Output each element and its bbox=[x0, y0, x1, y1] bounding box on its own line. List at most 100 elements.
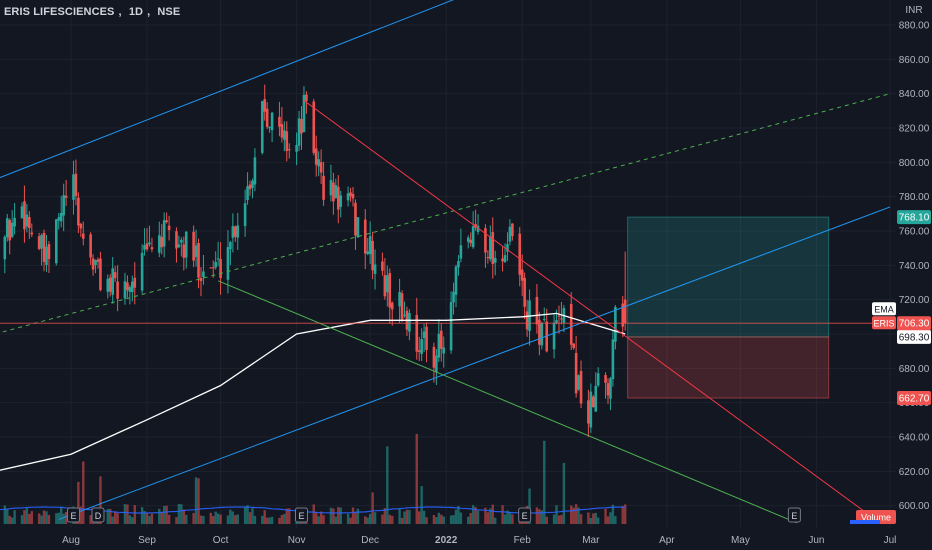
candle-body bbox=[484, 228, 487, 253]
y-tick-label: 820.00 bbox=[899, 124, 930, 135]
volume-label-text: Volume bbox=[861, 513, 891, 523]
event-marker[interactable] bbox=[295, 507, 309, 523]
candle-body bbox=[449, 302, 453, 351]
volume-bar bbox=[562, 462, 566, 524]
candle-body bbox=[523, 277, 526, 307]
resistance-trendline-line[interactable] bbox=[303, 100, 876, 520]
volume-bar bbox=[253, 515, 257, 524]
candle-body bbox=[557, 315, 561, 317]
volume-bar bbox=[381, 514, 384, 524]
candle-body bbox=[64, 195, 68, 198]
candle-body bbox=[400, 293, 404, 320]
entry-price-tag[interactable] bbox=[897, 329, 931, 344]
current-price-tag[interactable] bbox=[897, 316, 931, 331]
y-tick-label: 740.00 bbox=[899, 261, 930, 272]
volume-bar bbox=[165, 505, 168, 524]
volume-bar bbox=[123, 504, 127, 524]
volume-bar bbox=[508, 511, 512, 524]
candle-body bbox=[167, 225, 171, 231]
channel-mid-line[interactable] bbox=[0, 93, 891, 334]
volume-bar bbox=[457, 506, 460, 524]
volume-bar bbox=[604, 508, 607, 524]
volume-bar bbox=[489, 508, 492, 524]
candle-body bbox=[373, 264, 377, 274]
candle-body bbox=[8, 220, 12, 241]
candle-body bbox=[606, 383, 610, 396]
volume-bar bbox=[202, 516, 205, 524]
volume-bar bbox=[425, 517, 428, 524]
volume-bar bbox=[243, 506, 247, 524]
volume-bar bbox=[476, 510, 480, 524]
candle-body bbox=[511, 223, 514, 237]
candle-body bbox=[596, 373, 600, 386]
symbol-name: ERIS LIFESCIENCES bbox=[4, 6, 115, 18]
candle-body bbox=[20, 206, 24, 219]
event-marker[interactable] bbox=[787, 507, 801, 523]
candle-body bbox=[535, 296, 539, 325]
candle-body bbox=[116, 281, 119, 299]
volume-bar bbox=[150, 513, 154, 524]
candle-body bbox=[297, 118, 301, 146]
candle-body bbox=[356, 217, 360, 238]
volume-bar bbox=[484, 507, 487, 524]
candle-body bbox=[295, 144, 298, 152]
volume-bar bbox=[185, 514, 188, 524]
candle-body bbox=[175, 231, 178, 249]
x-tick-label: Apr bbox=[659, 535, 675, 546]
volume-bar bbox=[251, 507, 254, 524]
volume-bar bbox=[265, 517, 269, 524]
candle-body bbox=[81, 233, 85, 239]
volume-bar bbox=[199, 515, 203, 524]
target-price-tag[interactable] bbox=[897, 210, 931, 225]
symbol-legend-tag[interactable] bbox=[872, 316, 896, 330]
volume-bar bbox=[332, 508, 335, 524]
y-tick-label: 640.00 bbox=[899, 433, 930, 444]
volume-bar bbox=[400, 517, 404, 524]
volume-bar bbox=[109, 508, 112, 524]
channel-upper-line[interactable] bbox=[0, 0, 463, 180]
stop-price-tag[interactable] bbox=[897, 391, 931, 406]
volume-bar bbox=[415, 433, 418, 524]
candle-body bbox=[542, 318, 546, 320]
volume-bar bbox=[40, 515, 43, 524]
x-tick-label: Jul bbox=[884, 535, 897, 546]
ema-legend-tag[interactable] bbox=[872, 302, 896, 316]
support-trendline-line[interactable] bbox=[217, 280, 798, 524]
y-tick-label: 880.00 bbox=[899, 21, 930, 32]
candle-body bbox=[417, 350, 421, 352]
volume-bar bbox=[140, 507, 144, 524]
event-marker[interactable] bbox=[91, 507, 105, 523]
candle-body bbox=[609, 378, 612, 399]
x-tick-label: Feb bbox=[514, 535, 532, 546]
volume-bar bbox=[371, 492, 374, 524]
candle-body bbox=[131, 281, 134, 293]
volume-bar bbox=[160, 511, 163, 524]
candle-body bbox=[253, 157, 257, 185]
event-marker[interactable] bbox=[66, 507, 80, 523]
candle-body bbox=[552, 322, 556, 350]
channel-lower-line[interactable] bbox=[58, 206, 891, 520]
volume-bar bbox=[177, 504, 181, 524]
x-tick-label: 2022 bbox=[435, 535, 458, 546]
volume-bar bbox=[234, 515, 237, 524]
candle-body bbox=[23, 201, 26, 230]
candle-body bbox=[305, 94, 308, 101]
volume-bar bbox=[579, 514, 583, 524]
volume-bar bbox=[408, 509, 411, 524]
volume-bar bbox=[329, 507, 333, 524]
event-marker[interactable] bbox=[518, 507, 532, 523]
candle-body bbox=[123, 281, 127, 299]
volume-bar bbox=[197, 478, 200, 524]
volume-bar bbox=[383, 508, 387, 524]
candle-body bbox=[96, 259, 100, 262]
candle-body bbox=[538, 319, 541, 345]
volume-bar bbox=[231, 511, 235, 524]
candle-body bbox=[157, 235, 161, 253]
volume-bar bbox=[60, 506, 63, 524]
candle-body bbox=[45, 246, 48, 266]
y-tick-label: 780.00 bbox=[899, 192, 930, 203]
candle-body bbox=[302, 95, 306, 133]
candle-body bbox=[390, 302, 394, 310]
